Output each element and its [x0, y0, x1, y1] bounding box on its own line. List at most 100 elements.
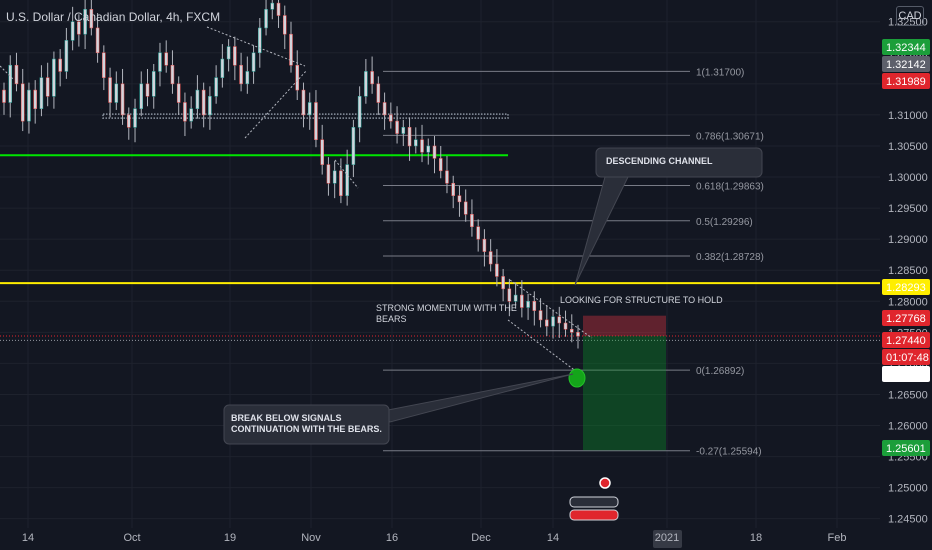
candle-body [145, 83, 150, 97]
price-badge[interactable] [882, 279, 930, 295]
momentum-label[interactable]: BEARS [376, 314, 407, 324]
candle-body [245, 71, 250, 85]
candle-body [64, 40, 69, 72]
price-badge[interactable] [882, 366, 930, 382]
break-below-label: CONTINUATION WITH THE BEARS. [231, 424, 382, 434]
candle-body [208, 96, 212, 116]
stop-loss-zone[interactable] [583, 315, 666, 337]
candle-body [183, 102, 187, 122]
trend-drawings[interactable] [0, 26, 593, 388]
candle-body [276, 2, 281, 16]
candle-body [108, 77, 112, 103]
price-badge[interactable] [882, 73, 930, 89]
time-axis[interactable]: 14 Oct 19 Nov 16 Dec 14 18 Feb 2021 [22, 530, 847, 548]
candle-body [8, 64, 12, 103]
candle-body [376, 83, 381, 103]
candle-body [576, 332, 580, 337]
price-badge[interactable] [882, 440, 930, 456]
date-marker [653, 530, 682, 548]
candle-body [214, 77, 218, 97]
price-badge[interactable] [882, 56, 930, 72]
candle-body [488, 251, 493, 265]
price-tick-label: 1.28000 [888, 296, 928, 308]
time-tick-label: 19 [224, 532, 236, 544]
price-axis[interactable]: 1.325001.320001.315001.310001.305001.300… [880, 0, 932, 550]
candle-body [526, 301, 530, 308]
candle-body [457, 195, 462, 203]
candles [2, 0, 580, 349]
candle-body [283, 15, 287, 35]
price-badge-label: 1.28293 [886, 282, 926, 294]
event-group-icon[interactable] [569, 496, 619, 508]
fib-level-label: 0.5(1.29296) [696, 217, 753, 228]
candle-body [295, 64, 299, 91]
candle-body [482, 238, 487, 252]
candle-body [102, 52, 106, 78]
triangle-lower-line[interactable] [244, 69, 308, 139]
fib-level-label: 0.382(1.28728) [696, 252, 764, 263]
price-badge[interactable] [882, 332, 930, 348]
candle-body [258, 27, 262, 54]
candle-body [45, 77, 50, 97]
price-badge-label: 1.31989 [886, 76, 926, 88]
break-below-label: BREAK BELOW SIGNALS [231, 413, 342, 423]
candle-body [307, 102, 312, 116]
candle-body [127, 114, 131, 128]
candle-body [95, 27, 100, 54]
candle-body [151, 71, 156, 97]
horizontal-levels [0, 113, 880, 341]
candle-body [120, 83, 125, 116]
triangle-upper-line[interactable] [206, 26, 306, 67]
descending-channel-label: DESCENDING CHANNEL [606, 156, 713, 166]
price-badge[interactable] [882, 39, 930, 55]
candle-body [58, 58, 62, 72]
candle-body [407, 127, 412, 147]
momentum-label[interactable]: STRONG MOMENTUM WITH THE [376, 303, 517, 313]
candle-body [226, 46, 231, 60]
breakout-marker[interactable] [568, 368, 586, 388]
time-tick-label: 14 [547, 532, 559, 544]
candle-body [401, 127, 406, 134]
candle-body [432, 145, 437, 159]
price-tick-label: 1.28500 [888, 265, 928, 277]
candle-body [77, 21, 81, 35]
fibonacci-retracement[interactable]: 1(1.31700) 0.786(1.30671) 0.618(1.29863) 0.… [383, 67, 764, 458]
candle-body [14, 64, 19, 85]
structure-label[interactable]: LOOKING FOR STRUCTURE TO HOLD [560, 295, 723, 305]
candle-body [520, 294, 524, 308]
candle-body [382, 102, 387, 116]
candle-body [364, 71, 368, 97]
candle-body [233, 46, 237, 66]
price-tick-label: 1.30500 [888, 141, 928, 153]
time-tick-label: Nov [301, 532, 321, 544]
candle-body [320, 139, 324, 165]
take-profit-zone[interactable] [583, 336, 666, 451]
short-position-tool[interactable] [583, 315, 666, 451]
consolidation-zone[interactable] [102, 113, 509, 119]
candle-body [20, 83, 25, 122]
candle-body [501, 276, 505, 290]
price-tick-label: 1.29500 [888, 203, 928, 215]
time-tick-label: Dec [471, 532, 491, 544]
price-tick-label: 1.29000 [888, 234, 928, 246]
left-edge-line[interactable] [0, 65, 15, 81]
candle-body [507, 288, 512, 302]
price-badge-label: 1.25601 [886, 443, 926, 455]
event-group-icon[interactable] [569, 509, 619, 521]
break-below-callout[interactable] [223, 404, 390, 445]
annotations[interactable]: DESCENDING CHANNEL BREAK BELOW SIGNALSCON… [223, 147, 763, 521]
price-badge[interactable] [882, 349, 930, 365]
currency-button[interactable]: CAD [896, 6, 924, 26]
candle-body [438, 158, 443, 172]
candle-body [220, 58, 225, 78]
candle-body [52, 58, 56, 97]
candle-body [158, 52, 162, 72]
channel-lower-line[interactable] [507, 319, 578, 373]
price-badge[interactable] [882, 310, 930, 326]
price-axis-panel [880, 0, 932, 550]
descending-channel-callout[interactable] [595, 147, 763, 178]
economic-event-icon[interactable] [599, 477, 611, 489]
price-tick-label: 1.25000 [888, 483, 928, 495]
channel-upper-line[interactable] [509, 279, 593, 339]
